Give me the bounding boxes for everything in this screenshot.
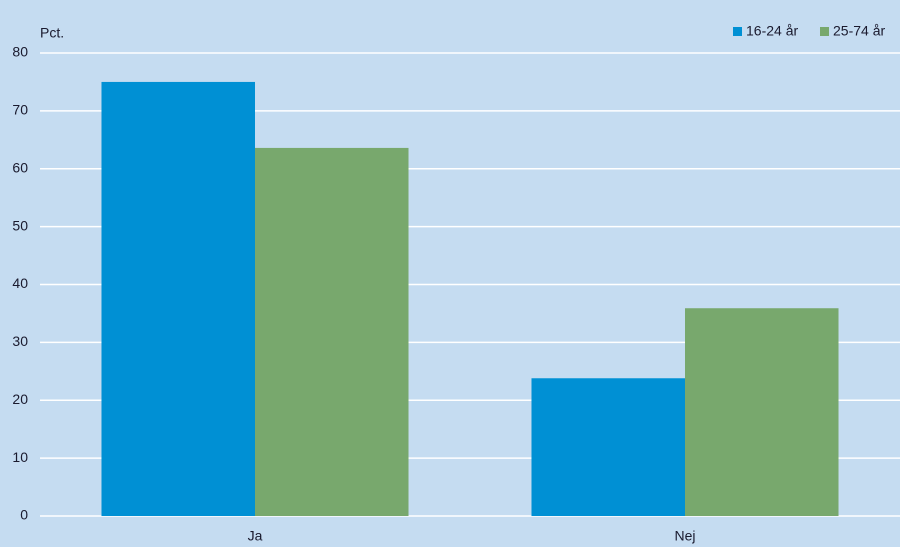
legend-swatch — [820, 27, 829, 36]
legend-swatch — [733, 27, 742, 36]
legend-label: 25-74 år — [833, 23, 885, 39]
y-tick-label: 40 — [12, 275, 28, 291]
y-tick-label: 80 — [12, 44, 28, 60]
y-tick-label: 0 — [20, 507, 28, 523]
y-tick-label: 60 — [12, 159, 28, 175]
x-tick-label: Ja — [248, 528, 263, 544]
y-tick-label: 70 — [12, 102, 28, 118]
bar — [255, 147, 409, 517]
bar — [531, 378, 685, 516]
x-tick-label: Nej — [674, 528, 695, 544]
bar — [685, 308, 839, 516]
y-axis-label: Pct. — [40, 25, 64, 41]
y-tick-label: 10 — [12, 449, 28, 465]
bar — [101, 81, 256, 516]
y-tick-label: 30 — [12, 333, 28, 349]
legend-label: 16-24 år — [746, 23, 798, 39]
y-tick-label: 50 — [12, 217, 28, 233]
y-tick-label: 20 — [12, 391, 28, 407]
